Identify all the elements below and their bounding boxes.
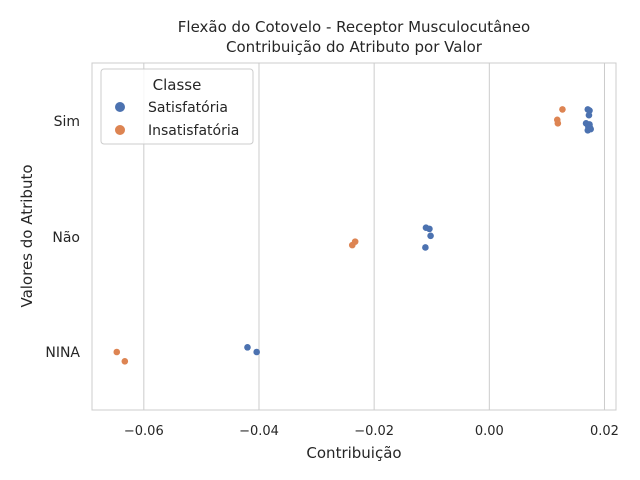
x-tick-label: −0.02 xyxy=(354,424,394,439)
data-point xyxy=(348,241,356,249)
data-point xyxy=(585,111,593,119)
legend-box xyxy=(100,68,254,145)
y-tick-labels: Sim Não NINA xyxy=(45,114,80,361)
data-point xyxy=(113,348,121,356)
x-tick-label: −0.06 xyxy=(124,424,164,439)
data-point xyxy=(422,244,429,251)
data-point xyxy=(121,357,129,365)
legend-marker-insatisfatoria xyxy=(115,125,125,135)
data-point xyxy=(587,125,594,133)
legend-label-satisfatoria: Satisfatória xyxy=(148,100,228,116)
legend-title: Classe xyxy=(153,76,202,94)
x-tick-label: −0.04 xyxy=(239,424,279,439)
y-tick-label: Não xyxy=(52,230,80,246)
legend-label-insatisfatoria: Insatisfatória xyxy=(148,123,239,139)
y-axis-label: Valores do Atributo xyxy=(18,164,36,307)
data-points xyxy=(113,106,594,365)
y-tick-label: Sim xyxy=(54,114,80,130)
plot-frame xyxy=(91,62,617,411)
data-point xyxy=(253,348,260,356)
x-tick-label: 0.02 xyxy=(590,424,619,439)
data-point xyxy=(554,120,562,127)
x-tick-label: 0.00 xyxy=(475,424,504,439)
data-point xyxy=(427,232,434,240)
legend: Classe Satisfatória Insatisfatória xyxy=(100,68,254,145)
x-tick-labels: −0.06 −0.04 −0.02 0.00 0.02 xyxy=(124,424,619,439)
data-point xyxy=(426,225,433,233)
y-tick-label: NINA xyxy=(45,345,80,361)
legend-marker-satisfatoria xyxy=(115,102,125,112)
chart-title: Flexão do Cotovelo - Receptor Musculocut… xyxy=(178,18,530,36)
x-axis-label: Contribuição xyxy=(306,444,401,462)
chart-subtitle: Contribuição do Atributo por Valor xyxy=(226,38,483,56)
data-point xyxy=(244,344,251,351)
data-point xyxy=(559,106,566,113)
